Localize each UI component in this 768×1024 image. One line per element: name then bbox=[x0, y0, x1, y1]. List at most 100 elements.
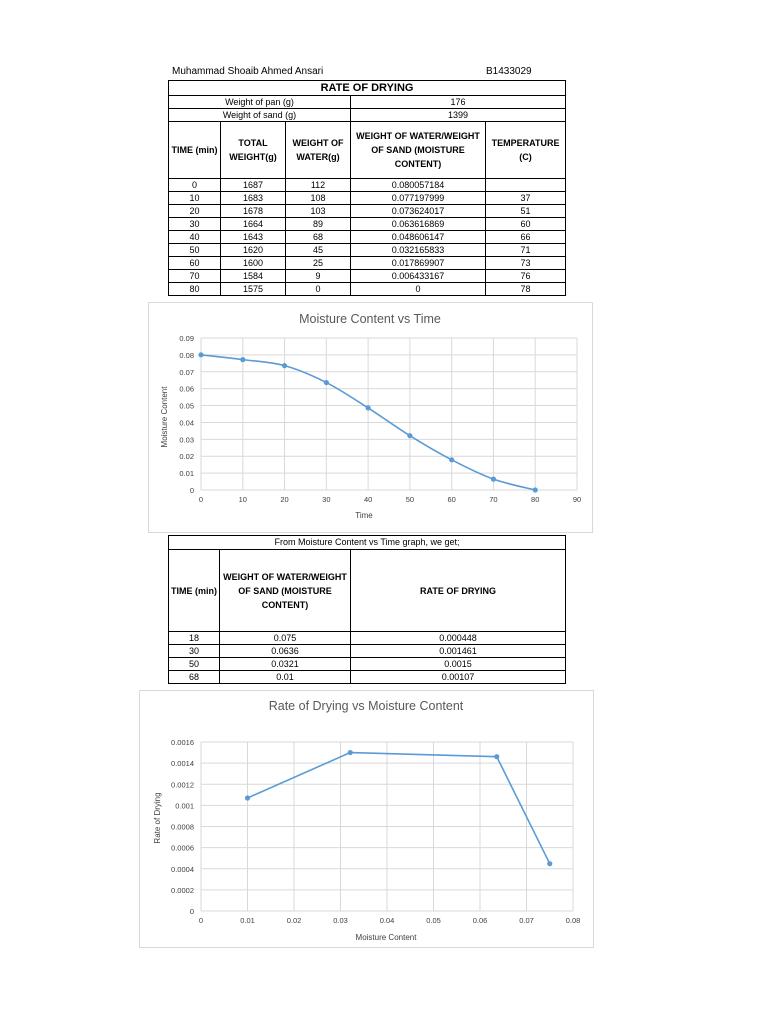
column-header: WEIGHT OF WATER(g) bbox=[285, 121, 351, 179]
table-cell: 0.048606147 bbox=[350, 230, 486, 244]
table-cell: 0.00107 bbox=[349, 670, 567, 684]
table-body: 18 0.075 0.000448 30 0.0636 0.001461 50 0.0321 0… bbox=[168, 631, 567, 684]
table-cell: 103 bbox=[285, 204, 351, 218]
x-axis-label: Time bbox=[355, 511, 373, 520]
table-cell: 30 bbox=[168, 644, 220, 658]
table-cell: 0.077197999 bbox=[350, 191, 486, 205]
table-header-row: TIME (min) TOTAL WEIGHT(g) WEIGHT OF WAT… bbox=[168, 121, 567, 179]
table-cell: 45 bbox=[285, 243, 351, 257]
table-title: From Moisture Content vs Time graph, we … bbox=[167, 535, 567, 550]
author-name: Muhammad Shoaib Ahmed Ansari bbox=[172, 66, 324, 77]
table-cell: 51 bbox=[484, 204, 567, 218]
table-cell: 0.001461 bbox=[349, 644, 567, 658]
y-tick-label: 0.0004 bbox=[171, 865, 194, 874]
x-axis-label: Moisture Content bbox=[356, 933, 418, 942]
x-tick-label: 0 bbox=[199, 916, 203, 925]
x-tick-label: 10 bbox=[239, 495, 247, 504]
table-cell: 108 bbox=[285, 191, 351, 205]
pan-weight-value: 176 bbox=[349, 95, 567, 109]
table-cell bbox=[484, 178, 567, 192]
x-tick-label: 0.01 bbox=[240, 916, 255, 925]
x-tick-label: 0.07 bbox=[519, 916, 534, 925]
table-cell: 20 bbox=[168, 204, 221, 218]
data-point bbox=[407, 433, 413, 439]
x-tick-label: 0.08 bbox=[566, 916, 581, 925]
header-line: Muhammad Shoaib Ahmed Ansari B1433029 bbox=[168, 66, 564, 80]
table-cell: 1687 bbox=[220, 178, 286, 192]
moisture-vs-time-svg: Moisture Content vs Time Time Moisture C… bbox=[160, 312, 581, 520]
table-cell: 60 bbox=[168, 256, 221, 270]
table-row: 10 1683 108 0.077197999 37 bbox=[168, 191, 567, 205]
x-tick-label: 0.03 bbox=[333, 916, 348, 925]
y-tick-label: 0.0002 bbox=[171, 886, 194, 895]
data-point bbox=[323, 379, 329, 386]
y-tick-label: 0.0014 bbox=[171, 759, 194, 768]
x-tick-label: 30 bbox=[322, 495, 330, 504]
table-cell: 0 bbox=[168, 178, 221, 192]
table-cell: 68 bbox=[285, 230, 351, 244]
table-cell: 78 bbox=[484, 282, 567, 296]
x-tick-label: 90 bbox=[573, 495, 581, 504]
table-row: 68 0.01 0.00107 bbox=[168, 670, 567, 684]
y-tick-label: 0.05 bbox=[179, 402, 194, 411]
table-title: RATE OF DRYING bbox=[167, 80, 567, 96]
table-cell: 1664 bbox=[220, 217, 286, 231]
sand-weight-label: Weight of sand (g) bbox=[168, 108, 351, 122]
y-tick-label: 0.0012 bbox=[171, 780, 194, 789]
chart-title: Rate of Drying vs Moisture Content bbox=[269, 699, 464, 713]
table-cell: 60 bbox=[484, 217, 567, 231]
x-tick-label: 20 bbox=[280, 495, 288, 504]
table-cell: 0.0636 bbox=[219, 644, 351, 658]
table-row: 0 1687 112 0.080057184 bbox=[168, 178, 567, 192]
table-cell: 0 bbox=[350, 282, 486, 296]
rate-vs-moisture-chart: Rate of Drying vs Moisture Content Moist… bbox=[139, 690, 594, 948]
y-tick-label: 0 bbox=[190, 907, 194, 916]
table-cell: 40 bbox=[168, 230, 221, 244]
table-cell: 66 bbox=[484, 230, 567, 244]
table-cell: 1575 bbox=[220, 282, 286, 296]
x-tick-label: 0 bbox=[199, 495, 203, 504]
table-row: 18 0.075 0.000448 bbox=[168, 631, 567, 645]
table-cell: 50 bbox=[168, 657, 220, 671]
table-cell: 71 bbox=[484, 243, 567, 257]
table-row: 20 1678 103 0.073624017 51 bbox=[168, 204, 567, 218]
x-tick-label: 0.02 bbox=[287, 916, 302, 925]
drying-data-table: RATE OF DRYING Weight of pan (g) 176 Wei… bbox=[167, 80, 567, 296]
table-cell: 37 bbox=[484, 191, 567, 205]
sand-weight-value: 1399 bbox=[349, 108, 567, 122]
column-header: RATE OF DRYING bbox=[349, 549, 567, 632]
table-row: 80 1575 0 0 78 bbox=[168, 282, 567, 296]
table-header-row: TIME (min) WEIGHT OF WATER/WEIGHT OF SAN… bbox=[168, 549, 567, 632]
plot-area: 0 0.01 0.02 0.03 0.04 0.05 0.06 0.07 0.08 0.09 0 10… bbox=[179, 334, 581, 504]
pan-weight-label: Weight of pan (g) bbox=[168, 95, 351, 109]
table-cell: 0.0015 bbox=[349, 657, 567, 671]
data-point bbox=[547, 861, 553, 867]
table-cell: 0.032165833 bbox=[350, 243, 486, 257]
x-tick-label: 0.04 bbox=[380, 916, 395, 925]
table-cell: 0 bbox=[285, 282, 351, 296]
table-cell: 0.073624017 bbox=[350, 204, 486, 218]
data-point bbox=[532, 487, 538, 493]
column-header: TEMPERATURE (C) bbox=[484, 121, 567, 179]
table-cell: 0.006433167 bbox=[350, 269, 486, 283]
table-row: 50 0.0321 0.0015 bbox=[168, 657, 567, 671]
y-tick-label: 0.09 bbox=[179, 334, 194, 343]
y-tick-label: 0.08 bbox=[179, 351, 194, 360]
y-tick-label: 0.001 bbox=[175, 801, 194, 810]
table-cell: 0.01 bbox=[219, 670, 351, 684]
table-cell: 0.0321 bbox=[219, 657, 351, 671]
y-tick-label: 0.07 bbox=[179, 368, 194, 377]
data-point bbox=[198, 352, 204, 358]
table-cell: 10 bbox=[168, 191, 221, 205]
data-point bbox=[365, 405, 371, 411]
data-point bbox=[347, 749, 353, 756]
x-tick-label: 60 bbox=[447, 495, 455, 504]
table-cell: 70 bbox=[168, 269, 221, 283]
table-row: 70 1584 9 0.006433167 76 bbox=[168, 269, 567, 283]
data-point bbox=[494, 754, 500, 760]
table-cell: 112 bbox=[285, 178, 351, 192]
rate-of-drying-table: From Moisture Content vs Time graph, we … bbox=[167, 535, 567, 684]
table-cell: 0.075 bbox=[219, 631, 351, 645]
table-cell: 0.000448 bbox=[349, 631, 567, 645]
column-header: WEIGHT OF WATER/WEIGHT OF SAND (MOISTURE… bbox=[350, 121, 486, 179]
